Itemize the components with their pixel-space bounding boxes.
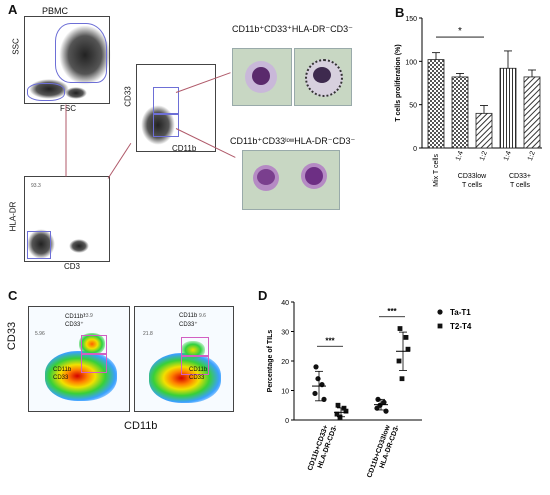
b-ytick-label: 0 xyxy=(413,146,417,153)
d-ytick-label: 10 xyxy=(281,389,289,396)
micro-top-caption: CD11b⁺CD33⁺HLA-DR⁻CD3⁻ xyxy=(232,24,353,34)
pbmc-title: PBMC xyxy=(42,6,69,16)
cd3-xlabel: CD3 xyxy=(64,262,81,271)
b-xtick-label: Mix T cells xyxy=(433,154,440,187)
pbmc-scatter-plot xyxy=(24,16,111,104)
b-bar xyxy=(427,59,445,149)
c2-hi-label-1: CD11b xyxy=(179,313,198,319)
d-point-t2-t4 xyxy=(343,408,349,414)
micrograph-top-left xyxy=(232,48,292,106)
c1-hi-label-2: CD33⁺ xyxy=(65,322,84,328)
c1-corner-value: 5.96 xyxy=(35,331,45,337)
d-ytick-label: 20 xyxy=(281,359,289,366)
d-legend-label: Ta-T1 xyxy=(450,308,471,317)
c2-low-label-1: CD11b xyxy=(189,367,208,373)
d-point-t2-t4 xyxy=(399,376,405,382)
pbmc-xlabel: FSC xyxy=(60,104,76,113)
b-xtick-label: 1:4 xyxy=(503,150,513,162)
cd3-scatter-plot: 93.3 xyxy=(24,176,110,262)
c1-low-label-2: CD33 xyxy=(53,375,69,381)
b-group-label: T cells xyxy=(462,182,483,189)
b-xtick-label: 1:2 xyxy=(527,150,537,162)
d-legend-label: T2-T4 xyxy=(450,322,472,331)
cd33-xlabel: CD11b xyxy=(172,144,197,153)
c1-hi-value: 13.9 xyxy=(83,313,93,319)
b-xtick-label: 1:2 xyxy=(479,150,489,162)
b-ytick-label: 100 xyxy=(405,59,417,66)
panel-c-plot-2: 21.8 CD11b 9.6 CD33⁺ CD11b CD33 xyxy=(134,306,234,412)
proliferation-bar-chart: 0 50 100 150 T cells proliferation (%) Mix T … xyxy=(395,16,542,189)
d-legend-marker xyxy=(437,309,443,315)
d-sig-label: *** xyxy=(325,336,335,345)
c1-hi-label-1: CD11b⁺ xyxy=(65,314,87,320)
d-point-ta-t1 xyxy=(383,408,389,414)
d-point-t2-t4 xyxy=(403,335,409,340)
cd33-ylabel: CD33 xyxy=(123,86,133,107)
d-ytick-label: 0 xyxy=(285,418,289,425)
d-sig-label: *** xyxy=(387,307,397,316)
d-point-t2-t4 xyxy=(335,402,341,408)
d-point-t2-t4 xyxy=(396,358,402,364)
b-xtick-label: 1:4 xyxy=(455,150,465,162)
d-point-ta-t1 xyxy=(381,399,387,405)
panel-c-xlabel: CD11b xyxy=(124,420,158,432)
b-ytick-label: 50 xyxy=(409,103,417,110)
c1-low-label-1: CD11b xyxy=(53,367,72,373)
micrograph-top-right xyxy=(294,48,352,106)
b-group-label: CD33+ xyxy=(509,173,531,180)
arrow-pbmc-to-cd3 xyxy=(65,104,67,177)
panel-c-plot-1: 5.96 CD11b⁺ 13.9 CD33⁺ CD11b CD33 xyxy=(28,306,130,412)
panel-c-ylabel: CD33 xyxy=(6,321,19,351)
c2-low-label-2: CD33 xyxy=(189,375,205,381)
b-bar xyxy=(475,112,493,149)
b-group-label: CD33low xyxy=(458,173,487,180)
b-ytick-label: 150 xyxy=(405,16,417,23)
d-legend-marker xyxy=(437,323,443,329)
pbmc-ylabel: SSC xyxy=(11,38,21,55)
b-bar xyxy=(451,76,469,149)
panel-letter-d: D xyxy=(258,288,268,303)
d-point-ta-t1 xyxy=(313,364,319,370)
d-point-t2-t4 xyxy=(405,346,411,352)
d-ytick-label: 30 xyxy=(281,330,289,337)
d-ylabel: Percentage of TILs xyxy=(267,330,274,393)
b-bar xyxy=(499,67,517,149)
d-point-t2-t4 xyxy=(334,411,340,417)
c2-hi-label-2: CD33⁺ xyxy=(179,322,198,328)
b-group-label: T cells xyxy=(510,182,531,189)
micro-bottom-caption: CD11b⁺CD33ˡᵒʷHLA-DR⁻CD3⁻ xyxy=(230,136,356,146)
d-point-ta-t1 xyxy=(377,402,383,408)
c2-hi-value: 9.6 xyxy=(199,313,206,319)
panel-letter-a: A xyxy=(8,2,18,17)
b-bar xyxy=(523,76,541,149)
d-point-ta-t1 xyxy=(312,390,318,397)
cd33-scatter-plot xyxy=(136,64,216,152)
cd3-gate-value: 93.3 xyxy=(31,183,41,189)
b-sig-label: * xyxy=(458,26,462,37)
c2-corner-value: 21.8 xyxy=(143,331,153,337)
arrow-cd3-to-cd33 xyxy=(107,143,132,179)
micrograph-bottom xyxy=(242,150,340,210)
d-point-ta-t1 xyxy=(315,376,321,382)
panel-letter-c: C xyxy=(8,288,18,303)
d-point-t2-t4 xyxy=(397,326,403,331)
panel-letter-b: B xyxy=(395,5,405,20)
b-ylabel: T cells proliferation (%) xyxy=(395,44,402,121)
cd3-ylabel: HLA-DR xyxy=(8,201,18,232)
d-ytick-label: 40 xyxy=(281,300,289,307)
